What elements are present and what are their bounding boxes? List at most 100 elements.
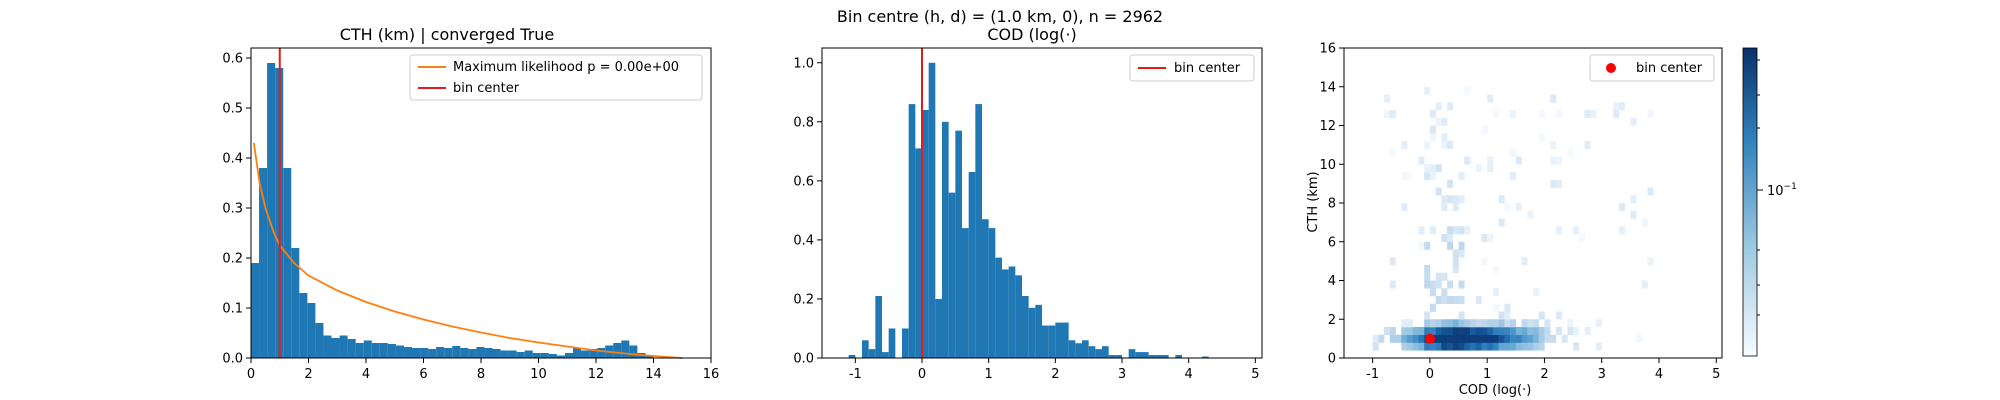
heatmap-cell [1389,110,1396,119]
y-tick-label: 10 [1319,158,1336,173]
heatmap-cell [1470,334,1477,343]
heatmap-cell [1498,195,1505,204]
histogram-bar [875,296,882,358]
histogram-bar [1148,355,1156,358]
histogram-bar [1082,340,1089,358]
heatmap-cell [1441,195,1448,204]
figure-suptitle: Bin centre (h, d) = (1.0 km, 0), n = 296… [837,7,1163,26]
panel3-xlabel: COD (log(·) [1459,383,1532,398]
heatmap-cell [1452,334,1459,343]
heatmap-cell [1504,327,1511,336]
panel1-legend-fit-label: Maximum likelihood p = 0.00e+00 [453,60,679,75]
heatmap-cell [1498,334,1505,343]
histogram-bar [988,228,996,358]
y-tick-label: 0.8 [793,115,814,130]
heatmap-cell [1630,210,1637,219]
panel-cth-histogram: CTH (km) | converged True 0 2 4 6 8 10 12 14 160… [222,25,719,382]
histogram-bar [581,350,590,358]
histogram-bar [948,192,956,358]
histogram-bar [283,168,292,358]
histogram-bar [597,348,606,358]
histogram-bar [1115,355,1122,358]
y-tick-label: 8 [1328,197,1336,212]
histogram-bar [915,148,922,358]
heatmap-cell [1515,156,1522,165]
heatmap-cell [1550,94,1557,103]
heatmap-cell [1492,327,1499,336]
heatmap-cell [1429,172,1436,181]
heatmap-cell [1533,334,1540,343]
heatmap-cell [1441,334,1448,343]
heatmap-cell [1475,334,1482,343]
heatmap-cell [1596,319,1603,328]
heatmap-cell [1527,327,1534,336]
heatmap-cell [1510,327,1517,336]
histogram-bar [548,354,557,358]
heatmap-cell [1470,342,1477,351]
histogram-bar [922,110,929,358]
heatmap-cell [1641,280,1648,289]
heatmap-cell [1441,342,1448,351]
heatmap-cell [1555,327,1562,336]
heatmap-cell [1510,334,1517,343]
y-tick-label: 0.4 [222,152,243,167]
x-tick-label: 3 [1598,367,1606,382]
bin-center-marker [1424,333,1435,344]
histogram-bar [347,339,356,358]
heatmap-cell [1429,133,1436,142]
heatmap-cell [1435,319,1442,328]
heatmap-cell [1389,257,1396,266]
histogram-bar [1202,356,1209,358]
heatmap-cell [1481,257,1488,266]
heatmap-cell [1510,342,1517,351]
colorbar-gradient [1742,47,1758,357]
histogram-bar [645,355,654,358]
heatmap-cell [1424,164,1431,173]
heatmap-cell [1578,234,1585,243]
histogram-bar [564,353,573,358]
x-tick-label: 1 [1483,367,1491,382]
heatmap-cell [1538,342,1545,351]
heatmap-cell [1429,303,1436,312]
histogram-bar [444,348,453,358]
histogram-bar [1022,296,1029,358]
x-tick-label: -1 [1366,367,1379,382]
heatmap-cell [1492,265,1499,274]
heatmap-cell [1487,164,1494,173]
heatmap-cell [1441,296,1448,305]
heatmap-cell [1429,110,1436,119]
heatmap-cell [1498,218,1505,227]
heatmap-cell [1429,319,1436,328]
x-tick-label: 5 [1712,367,1720,382]
panel1-plot-area: 0 2 4 6 8 10 12 14 16 0.0 0.1 0.2 0.3 0.4 0.5 0.6 [222,47,719,382]
heatmap-cell [1567,148,1574,157]
heatmap-cell [1630,195,1637,204]
panel3-legend-box [1589,54,1715,82]
histogram-bar [500,350,509,358]
axes-frame [821,47,1263,359]
heatmap-cell [1429,226,1436,235]
heatmap-cell [1618,226,1625,235]
heatmap-cell [1573,226,1580,235]
heatmap-cell [1613,110,1620,119]
heatmap-cell [1584,327,1591,336]
heatmap-cell [1407,334,1414,343]
heatmap-cell [1521,327,1528,336]
heatmap-cell [1452,203,1459,212]
histogram-bar [436,347,445,358]
heatmap-cell [1418,334,1425,343]
histogram-bar [1135,352,1142,358]
panel1-title: CTH (km) | converged True [340,25,555,44]
heatmap-cell [1447,296,1454,305]
heatmap-cell [1441,319,1448,328]
histogram-bar [315,323,324,358]
heatmap-cell [1555,156,1562,165]
histogram-bar [452,346,461,358]
x-tick-label: 0 [1426,367,1434,382]
heatmap-cell [1429,327,1436,336]
heatmap-cell [1561,334,1568,343]
heatmap-cell [1515,327,1522,336]
histogram-bar [848,355,856,358]
